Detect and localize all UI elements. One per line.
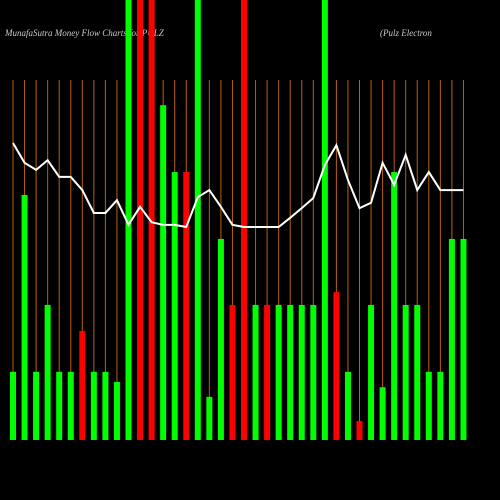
- bar: [437, 371, 444, 440]
- bar: [67, 371, 74, 440]
- chart-title: MunafaSutra Money Flow Charts for PULZ: [4, 28, 165, 38]
- bar: [194, 0, 201, 440]
- bar: [275, 304, 282, 440]
- bar: [356, 421, 363, 440]
- bar: [264, 304, 271, 440]
- bar: [448, 238, 455, 440]
- bar: [391, 172, 398, 441]
- bar: [402, 304, 409, 440]
- chart-subtitle: (Pulz Electron: [380, 28, 432, 38]
- bar: [310, 304, 317, 440]
- bar: [368, 304, 375, 440]
- bar: [229, 304, 236, 440]
- bar: [79, 330, 86, 440]
- bar: [414, 304, 421, 440]
- bar: [321, 0, 328, 440]
- bar: [379, 387, 386, 440]
- bar: [217, 238, 224, 440]
- bar: [137, 0, 144, 440]
- bar: [171, 172, 178, 441]
- bar: [333, 292, 340, 440]
- bar: [183, 172, 190, 441]
- bar: [148, 0, 155, 440]
- bar: [125, 0, 132, 440]
- bar: [298, 304, 305, 440]
- bar: [102, 371, 109, 440]
- bar: [21, 194, 28, 440]
- bar: [10, 371, 16, 440]
- bar: [425, 371, 432, 440]
- line: [12, 142, 464, 229]
- bar: [287, 304, 294, 440]
- bar: [56, 371, 63, 440]
- bar: [344, 371, 351, 440]
- bar: [460, 238, 467, 440]
- bar: [252, 304, 259, 440]
- bar: [206, 396, 213, 440]
- bar: [33, 371, 40, 440]
- bar: [90, 371, 97, 440]
- bar: [113, 381, 120, 440]
- bar: [241, 0, 247, 440]
- bar: [44, 304, 51, 440]
- bar: [160, 105, 167, 440]
